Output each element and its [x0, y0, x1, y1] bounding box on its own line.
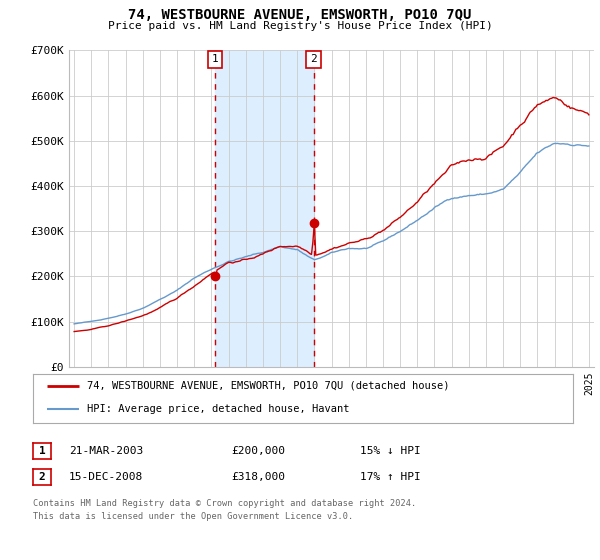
Text: 15-DEC-2008: 15-DEC-2008 [69, 472, 143, 482]
Text: £200,000: £200,000 [231, 446, 285, 456]
Text: 1: 1 [212, 54, 218, 64]
Text: 21-MAR-2003: 21-MAR-2003 [69, 446, 143, 456]
Text: 2: 2 [310, 54, 317, 64]
Text: 2: 2 [38, 472, 46, 482]
Text: Contains HM Land Registry data © Crown copyright and database right 2024.: Contains HM Land Registry data © Crown c… [33, 500, 416, 508]
Text: £318,000: £318,000 [231, 472, 285, 482]
Text: 74, WESTBOURNE AVENUE, EMSWORTH, PO10 7QU: 74, WESTBOURNE AVENUE, EMSWORTH, PO10 7Q… [128, 8, 472, 22]
Text: 1: 1 [38, 446, 46, 456]
Text: HPI: Average price, detached house, Havant: HPI: Average price, detached house, Hava… [87, 404, 349, 414]
Bar [215, 50, 314, 367]
Text: 74, WESTBOURNE AVENUE, EMSWORTH, PO10 7QU (detached house): 74, WESTBOURNE AVENUE, EMSWORTH, PO10 7Q… [87, 381, 449, 391]
Text: This data is licensed under the Open Government Licence v3.0.: This data is licensed under the Open Gov… [33, 512, 353, 521]
Text: 15% ↓ HPI: 15% ↓ HPI [360, 446, 421, 456]
Text: 17% ↑ HPI: 17% ↑ HPI [360, 472, 421, 482]
Text: Price paid vs. HM Land Registry's House Price Index (HPI): Price paid vs. HM Land Registry's House … [107, 21, 493, 31]
